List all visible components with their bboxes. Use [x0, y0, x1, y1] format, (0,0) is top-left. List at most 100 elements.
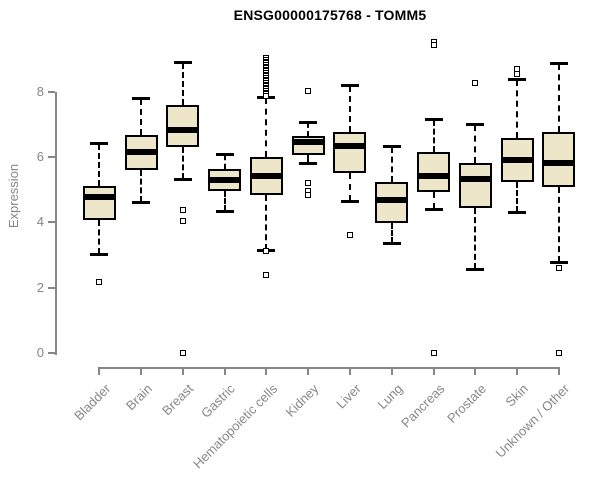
whisker-cap-low	[299, 162, 318, 166]
upper-whisker	[265, 98, 268, 158]
x-tick-label: Bladder	[70, 381, 113, 424]
outlier-point	[305, 191, 312, 198]
chart-title: ENSG00000175768 - TOMM5	[233, 7, 427, 23]
box	[542, 131, 576, 187]
upper-whisker	[98, 143, 101, 187]
lower-whisker	[432, 191, 435, 210]
y-tick-label: 2	[36, 279, 44, 295]
x-tick	[98, 367, 101, 375]
y-tick-label: 0	[36, 345, 44, 360]
whisker-cap-high	[508, 77, 527, 81]
y-axis-line	[55, 91, 57, 355]
x-tick-label: Lung	[374, 381, 406, 413]
y-tick-label: 8	[36, 83, 44, 99]
upper-whisker	[223, 154, 226, 169]
median-line	[542, 160, 576, 167]
outlier-point	[514, 70, 521, 77]
outlier-point	[96, 278, 103, 285]
x-tick	[223, 367, 226, 375]
whisker-cap-high	[173, 61, 192, 65]
x-tick-label: Pancreas	[397, 381, 448, 431]
x-tick-label: Skin	[502, 381, 531, 410]
x-tick	[516, 367, 519, 375]
x-tick	[140, 367, 143, 375]
whisker-cap-high	[299, 121, 318, 125]
outlier-point	[263, 271, 270, 278]
x-tick	[432, 367, 435, 375]
lower-whisker	[223, 190, 226, 211]
median-line	[333, 142, 367, 149]
median-line	[82, 193, 116, 200]
median-line	[500, 157, 534, 164]
x-tick	[390, 367, 393, 375]
y-tick	[48, 352, 55, 354]
lower-whisker	[474, 207, 477, 270]
whisker-cap-low	[424, 208, 443, 212]
x-tick	[307, 367, 310, 375]
x-tick-label: Unknown / Other	[492, 381, 573, 461]
outlier-point	[179, 350, 186, 356]
whisker-cap-low	[549, 260, 568, 264]
whisker-cap-low	[90, 253, 109, 257]
upper-whisker	[390, 146, 393, 183]
median-line	[291, 138, 325, 145]
y-tick	[48, 90, 55, 93]
lower-whisker	[265, 194, 268, 251]
lower-whisker	[307, 155, 310, 164]
x-tick-label: Hematopoietic cells	[189, 381, 281, 472]
y-tick	[48, 286, 55, 289]
median-line	[249, 172, 283, 179]
y-tick-label: 6	[36, 149, 44, 165]
outlier-point	[555, 350, 562, 356]
median-line	[124, 149, 158, 156]
lower-whisker	[98, 220, 101, 255]
whisker-cap-high	[424, 118, 443, 122]
x-tick-label: Breast	[159, 381, 197, 419]
x-axis-line	[98, 367, 560, 369]
outlier-point	[263, 92, 270, 99]
box	[333, 131, 367, 174]
upper-whisker	[516, 79, 519, 139]
box	[82, 186, 116, 221]
whisker-cap-high	[382, 144, 401, 148]
x-tick-label: Prostate	[444, 381, 489, 426]
box	[166, 105, 200, 147]
y-tick-label: 4	[36, 214, 44, 230]
x-tick-label: Liver	[333, 381, 364, 412]
x-tick-label: Brain	[122, 381, 155, 414]
whisker-cap-high	[215, 152, 234, 156]
outlier-point	[430, 42, 437, 49]
whisker-cap-high	[466, 123, 485, 127]
outlier-point	[179, 206, 186, 213]
lower-whisker	[181, 146, 184, 180]
x-tick	[181, 367, 184, 375]
upper-whisker	[348, 86, 351, 132]
median-line	[417, 173, 451, 180]
lower-whisker	[390, 223, 393, 244]
outlier-point	[179, 217, 186, 224]
lower-whisker	[516, 181, 519, 212]
whisker-cap-low	[132, 201, 151, 205]
x-tick	[474, 367, 477, 375]
upper-whisker	[307, 123, 310, 137]
upper-whisker	[181, 63, 184, 106]
upper-whisker	[140, 98, 143, 136]
whisker-cap-high	[132, 96, 151, 100]
y-tick	[48, 221, 55, 224]
lower-whisker	[140, 170, 143, 203]
y-tick	[48, 156, 55, 159]
whisker-cap-high	[340, 84, 359, 88]
whisker-cap-low	[215, 209, 234, 213]
whisker-cap-low	[508, 210, 527, 214]
whisker-cap-low	[340, 200, 359, 204]
x-tick	[557, 367, 560, 375]
outlier-point	[346, 232, 353, 239]
upper-whisker	[432, 120, 435, 152]
x-tick	[348, 367, 351, 375]
lower-whisker	[348, 173, 351, 202]
box	[417, 151, 451, 192]
x-tick-label: Kidney	[283, 381, 322, 420]
whisker-cap-low	[382, 242, 401, 246]
median-line	[375, 197, 409, 204]
